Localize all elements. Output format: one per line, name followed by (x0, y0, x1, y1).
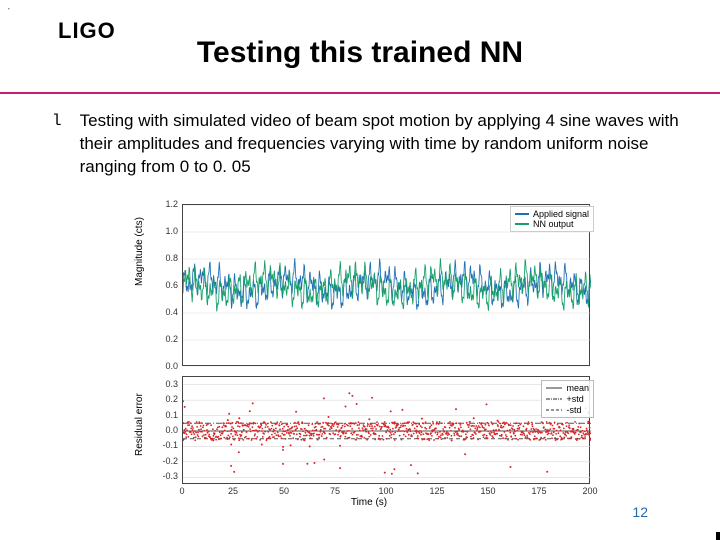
bullet-marker: l (52, 112, 62, 130)
chart: Magnitude (cts) Residual error Time (s) … (130, 198, 608, 508)
legend-item: +std (566, 394, 583, 405)
legend-item: Applied signal (533, 209, 589, 219)
y-tick: 1.0 (156, 226, 178, 236)
bullet-item: l Testing with simulated video of beam s… (52, 110, 680, 179)
title-divider (0, 92, 720, 94)
legend-item: NN output (533, 219, 574, 229)
legend-item: -std (566, 405, 581, 416)
x-tick: 0 (179, 486, 184, 496)
bullet-text: Testing with simulated video of beam spo… (80, 110, 680, 179)
y-tick: 0.0 (152, 425, 178, 435)
x-tick: 100 (378, 486, 393, 496)
y-tick: -0.1 (152, 440, 178, 450)
x-tick: 150 (480, 486, 495, 496)
page-title: Testing this trained NN (0, 36, 720, 70)
legend-bottom: mean +std -std (541, 380, 594, 418)
legend-item: mean (566, 383, 589, 394)
legend-top: Applied signal NN output (510, 206, 594, 232)
y-tick: 0.1 (152, 410, 178, 420)
x-tick: 175 (531, 486, 546, 496)
x-tick: 200 (582, 486, 597, 496)
x-tick: 25 (228, 486, 238, 496)
footer-mark (716, 532, 720, 540)
y-tick: 0.2 (156, 334, 178, 344)
y-tick: -0.3 (152, 471, 178, 481)
y-tick: 0.4 (156, 307, 178, 317)
x-tick: 50 (279, 486, 289, 496)
y-tick: 0.8 (156, 253, 178, 263)
y-tick: 0.0 (156, 361, 178, 371)
y-tick: 0.6 (156, 280, 178, 290)
y-tick: 0.2 (152, 394, 178, 404)
y-tick: 1.2 (156, 199, 178, 209)
x-tick: 75 (330, 486, 340, 496)
page-number: 12 (632, 504, 648, 520)
y-tick: 0.3 (152, 379, 178, 389)
y-axis-label-top: Magnitude (cts) (134, 217, 145, 286)
x-tick: 125 (429, 486, 444, 496)
residual-plot (182, 376, 590, 484)
y-axis-label-bottom: Residual error (134, 393, 145, 456)
y-tick: -0.2 (152, 456, 178, 466)
x-axis-label: Time (s) (351, 497, 387, 508)
